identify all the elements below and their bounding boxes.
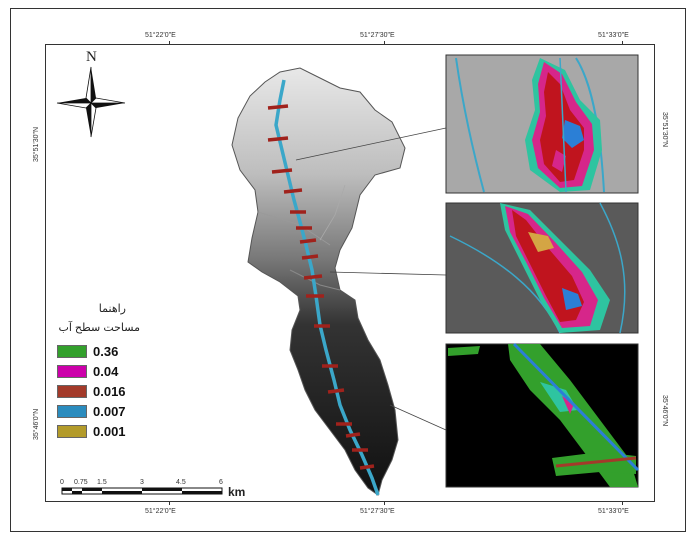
legend-swatch <box>57 364 87 378</box>
legend-subtitle: مساحت سطح آب <box>58 322 140 334</box>
legend-label: 0.001 <box>93 423 126 439</box>
coord-bottom-3: 51°33'0"E <box>598 508 629 515</box>
legend-item: 0.007 <box>57 403 126 419</box>
scale-label: 4.5 <box>176 479 186 486</box>
legend-item: 0.36 <box>57 343 118 359</box>
inset-map-middle <box>445 202 639 334</box>
scale-label: 0 <box>60 479 64 486</box>
coord-top-2: 51°27'30"E <box>360 32 395 39</box>
coord-top-3: 51°33'0"E <box>598 32 629 39</box>
legend-title: راهنما <box>98 303 126 315</box>
scale-label: 0.75 <box>74 479 88 486</box>
legend-swatch <box>57 344 87 358</box>
scale-label: 6 <box>219 479 223 486</box>
scale-bar <box>61 487 223 495</box>
scale-unit: km <box>228 485 246 499</box>
north-label: N <box>86 49 97 65</box>
legend-item: 0.016 <box>57 383 126 399</box>
scale-label: 1.5 <box>97 479 107 486</box>
legend-swatch <box>57 404 87 418</box>
legend-swatch <box>57 384 87 398</box>
scale-label: 3 <box>140 479 144 486</box>
cross-sections <box>267 104 375 470</box>
coord-top-1: 51°22'0"E <box>145 32 176 39</box>
legend-item: 0.04 <box>57 363 118 379</box>
legend-label: 0.36 <box>93 343 119 359</box>
north-arrow-icon <box>56 66 126 138</box>
legend-label: 0.007 <box>93 403 126 419</box>
legend-label: 0.04 <box>93 363 119 379</box>
map-neatline <box>45 44 655 502</box>
inset-map-lower <box>445 342 640 488</box>
legend-swatch <box>57 424 87 438</box>
map-frame <box>10 8 686 532</box>
inset-map-upper <box>445 54 639 194</box>
watershed-area <box>231 67 406 496</box>
coord-bottom-1: 51°22'0"E <box>145 508 176 515</box>
legend-label: 0.016 <box>93 383 126 399</box>
coord-bottom-2: 51°27'30"E <box>360 508 395 515</box>
legend-item: 0.001 <box>57 423 126 439</box>
